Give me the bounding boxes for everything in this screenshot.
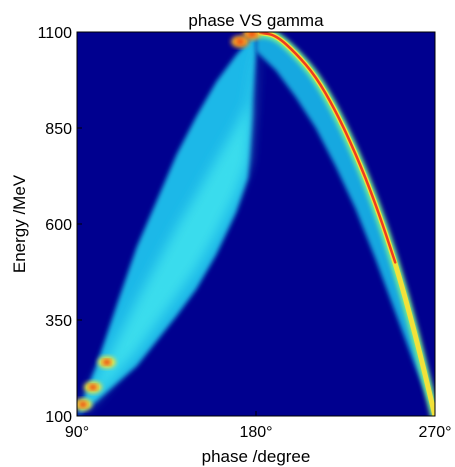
x-axis-label: phase /degree [202, 447, 311, 466]
hotspot-core [102, 359, 111, 366]
hotspot-core [248, 32, 257, 37]
hotspot-core [78, 401, 87, 408]
x-tick-label: 90° [65, 424, 89, 441]
y-axis-label: Energy /MeV [10, 174, 29, 273]
x-tick-label: 180° [239, 424, 272, 441]
hotspot-core [88, 384, 97, 391]
hotspot-core [236, 38, 245, 45]
y-tick-label: 350 [45, 313, 72, 330]
x-tick-label: 270° [418, 424, 451, 441]
chart-title: phase VS gamma [188, 11, 324, 30]
axes: 90° 180° 270° 100 350 600 850 1100 [38, 25, 452, 441]
rising-lobe-outer [77, 32, 256, 416]
y-tick-label: 1100 [38, 25, 73, 42]
y-tick-label: 100 [45, 409, 72, 426]
y-tick-label: 600 [45, 217, 72, 234]
density-layer [77, 32, 435, 416]
y-tick-label: 850 [45, 121, 72, 138]
ridge-red [258, 32, 397, 264]
